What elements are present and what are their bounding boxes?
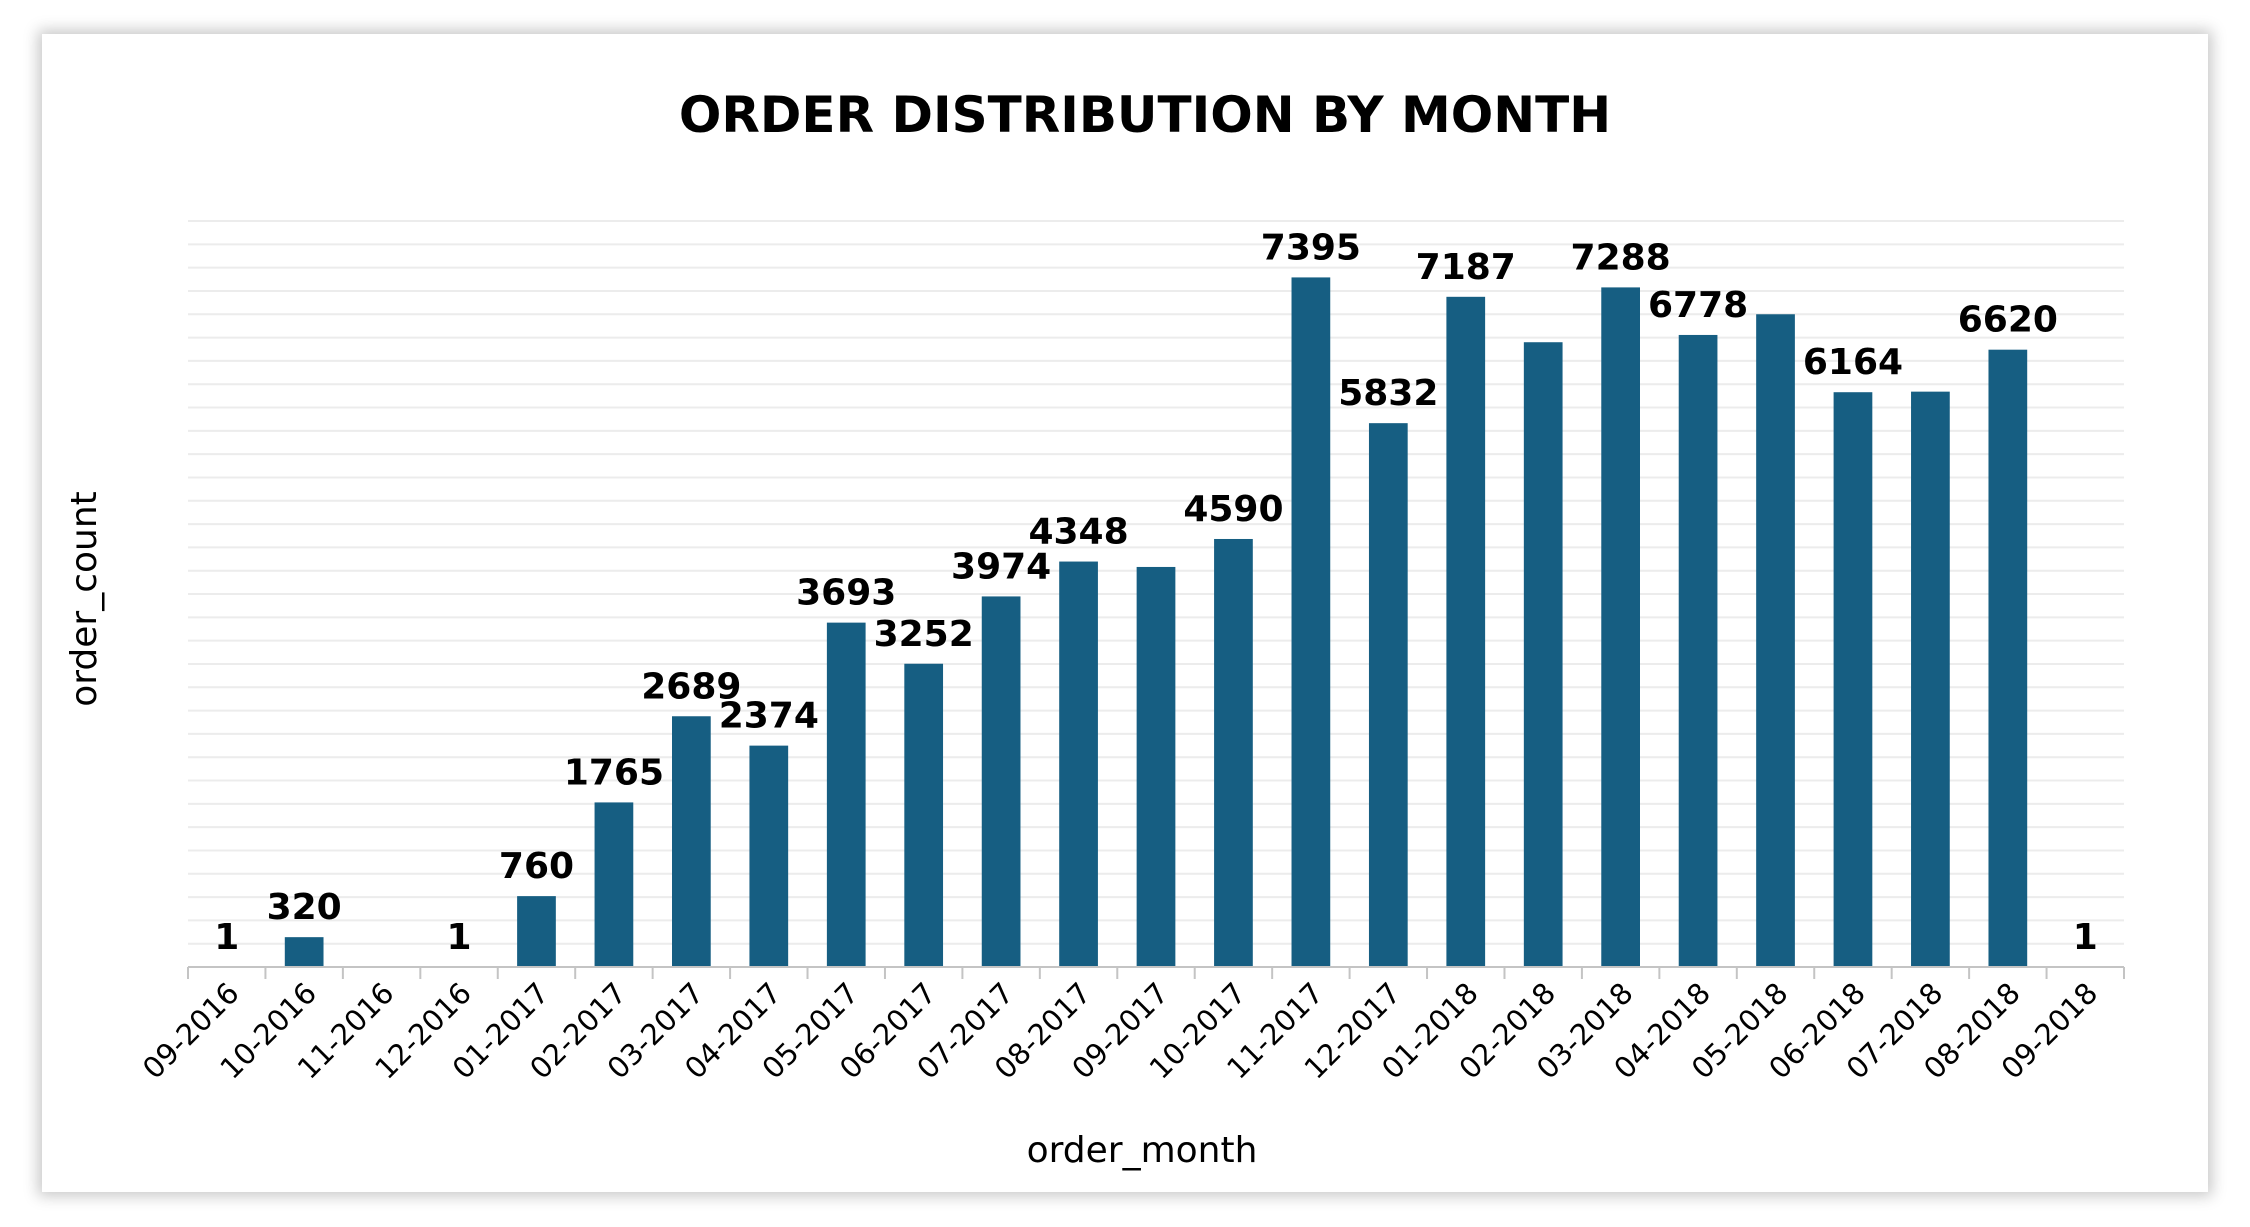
chart-title: ORDER DISTRIBUTION BY MONTH xyxy=(679,86,1611,144)
bar-08-2017 xyxy=(1059,561,1098,967)
bar-07-2017 xyxy=(981,596,1021,967)
bar-08-2018 xyxy=(1988,349,2028,967)
bar-03-2017 xyxy=(672,716,711,967)
bar-07-2018 xyxy=(1911,391,1950,968)
bar-01-2017 xyxy=(517,896,556,967)
x-axis: 09-201610-201611-201612-201601-201702-20… xyxy=(136,966,2125,1086)
data-label: 1765 xyxy=(564,752,664,793)
data-label: 4348 xyxy=(1028,512,1128,553)
data-label: 3252 xyxy=(874,614,974,655)
bar-04-2017 xyxy=(749,745,789,967)
data-label: 2374 xyxy=(719,696,819,737)
bar-01-2018 xyxy=(1446,296,1486,967)
data-label: 1 xyxy=(447,917,472,958)
bar-06-2017 xyxy=(904,663,944,967)
bar-02-2018 xyxy=(1523,342,1563,968)
bar-10-2017 xyxy=(1214,538,1253,967)
data-label: 1 xyxy=(214,917,239,958)
data-label: 4590 xyxy=(1183,489,1283,530)
bar-05-2018 xyxy=(1756,314,1795,967)
data-label: 5832 xyxy=(1338,373,1438,414)
data-label: 7395 xyxy=(1261,227,1361,268)
data-label: 7187 xyxy=(1416,247,1516,288)
data-label: 3693 xyxy=(796,573,896,614)
bar-05-2017 xyxy=(826,622,866,967)
data-label: 6620 xyxy=(1958,300,2058,341)
bar-06-2018 xyxy=(1833,392,1873,967)
chart-frame: 1 320 1 760 1765 2689 2374 3693 3252 3974 4348 4590… xyxy=(42,34,2208,1192)
y-axis-title: order_count xyxy=(64,491,105,707)
bar-09-2017 xyxy=(1136,566,1176,967)
data-label: 6164 xyxy=(1803,342,1903,383)
data-label: 2689 xyxy=(641,666,741,707)
bar-12-2017 xyxy=(1368,423,1408,967)
bar-03-2018 xyxy=(1601,287,1640,967)
data-label: 6778 xyxy=(1648,285,1748,326)
bars xyxy=(207,277,2105,968)
bar-10-2016 xyxy=(284,937,324,967)
bar-04-2018 xyxy=(1678,334,1718,967)
bar-02-2017 xyxy=(594,802,634,967)
data-label: 320 xyxy=(267,887,342,928)
data-label: 3974 xyxy=(951,546,1051,587)
data-label: 1 xyxy=(2073,917,2098,958)
data-label: 760 xyxy=(499,846,574,887)
data-label: 7288 xyxy=(1571,237,1671,278)
x-axis-title: order_month xyxy=(1027,1130,1258,1171)
bar-11-2017 xyxy=(1291,277,1331,967)
